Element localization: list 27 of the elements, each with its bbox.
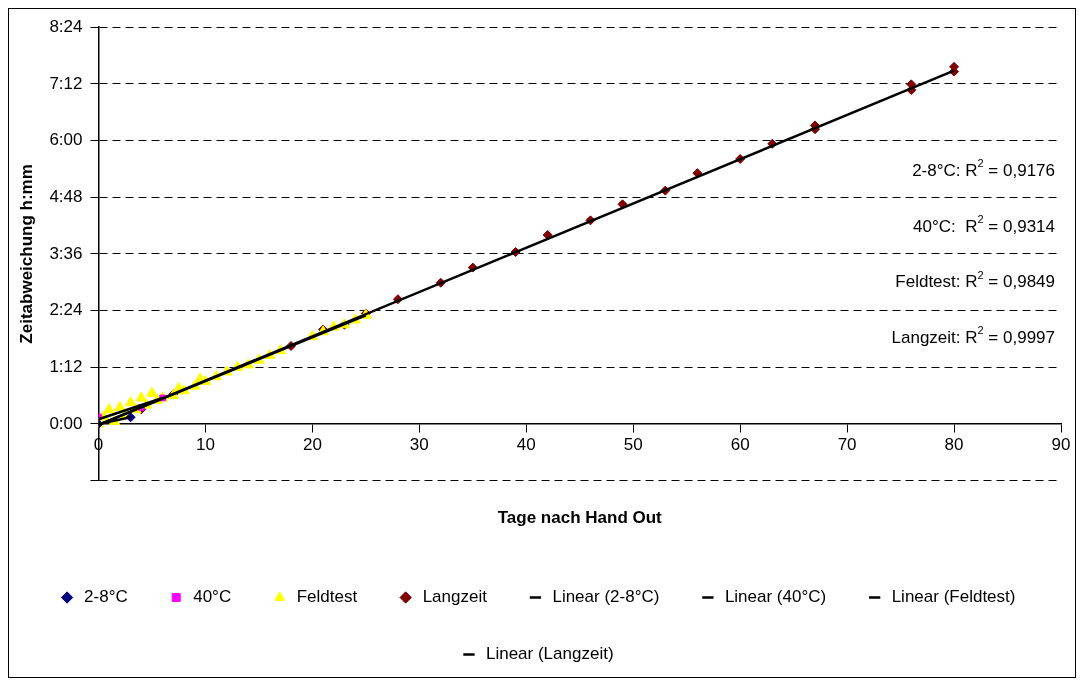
y-tick-label: 7:12: [49, 73, 83, 93]
legend-label: Langzeit: [422, 587, 488, 607]
legend-label: Linear (Langzeit): [485, 644, 614, 664]
legend-label: 40°C: [193, 587, 232, 607]
y-tick-label: 2:24: [49, 300, 83, 320]
x-tick-label: 50: [623, 434, 643, 454]
x-tick-label: 60: [730, 434, 750, 454]
x-tick-label: 80: [944, 434, 964, 454]
y-axis-title: Zeitabweichung h:mm: [16, 164, 36, 344]
x-tick-label: 70: [837, 434, 857, 454]
x-tick-label: 20: [302, 434, 322, 454]
y-tick-label: 0:00: [49, 413, 83, 433]
x-tick-label: 10: [195, 434, 215, 454]
y-tick-label: 6:00: [49, 130, 83, 150]
y-tick-label: 8:24: [49, 16, 83, 36]
legend-label: 2-8°C: [84, 587, 128, 607]
x-axis-title: Tage nach Hand Out: [497, 508, 663, 528]
x-tick-label: 90: [1051, 434, 1071, 454]
y-tick-label: 3:36: [49, 243, 83, 263]
legend-label: Linear (2-8°C): [552, 587, 660, 607]
x-tick-label: 40: [516, 434, 536, 454]
legend-label: Linear (Feldtest): [891, 587, 1016, 607]
y-tick-label: 1:12: [49, 356, 83, 376]
x-tick-label: 30: [409, 434, 429, 454]
y-tick-label: 4:48: [49, 186, 83, 206]
legend-label: Feldtest: [296, 587, 358, 607]
legend-label: Linear (40°C): [724, 587, 827, 607]
